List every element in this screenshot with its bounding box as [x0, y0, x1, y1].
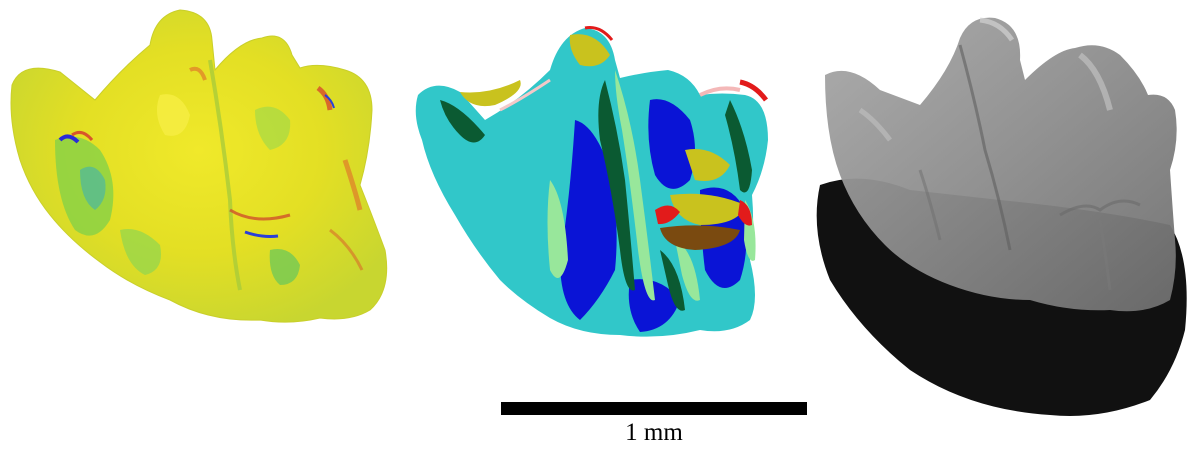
tooth-grey-image [816, 17, 1187, 416]
scale-bar-label: 1 mm [625, 419, 683, 446]
tooth-patch-panel [400, 0, 800, 449]
tooth-grey-panel [800, 0, 1198, 449]
tooth-grey-outline [825, 17, 1177, 312]
tooth-patch-image [415, 26, 769, 337]
tooth-heatmap-image [10, 9, 388, 323]
tooth-heatmap-outline [10, 9, 388, 323]
scale-bar [501, 402, 807, 415]
tooth-heatmap-panel [0, 0, 400, 449]
